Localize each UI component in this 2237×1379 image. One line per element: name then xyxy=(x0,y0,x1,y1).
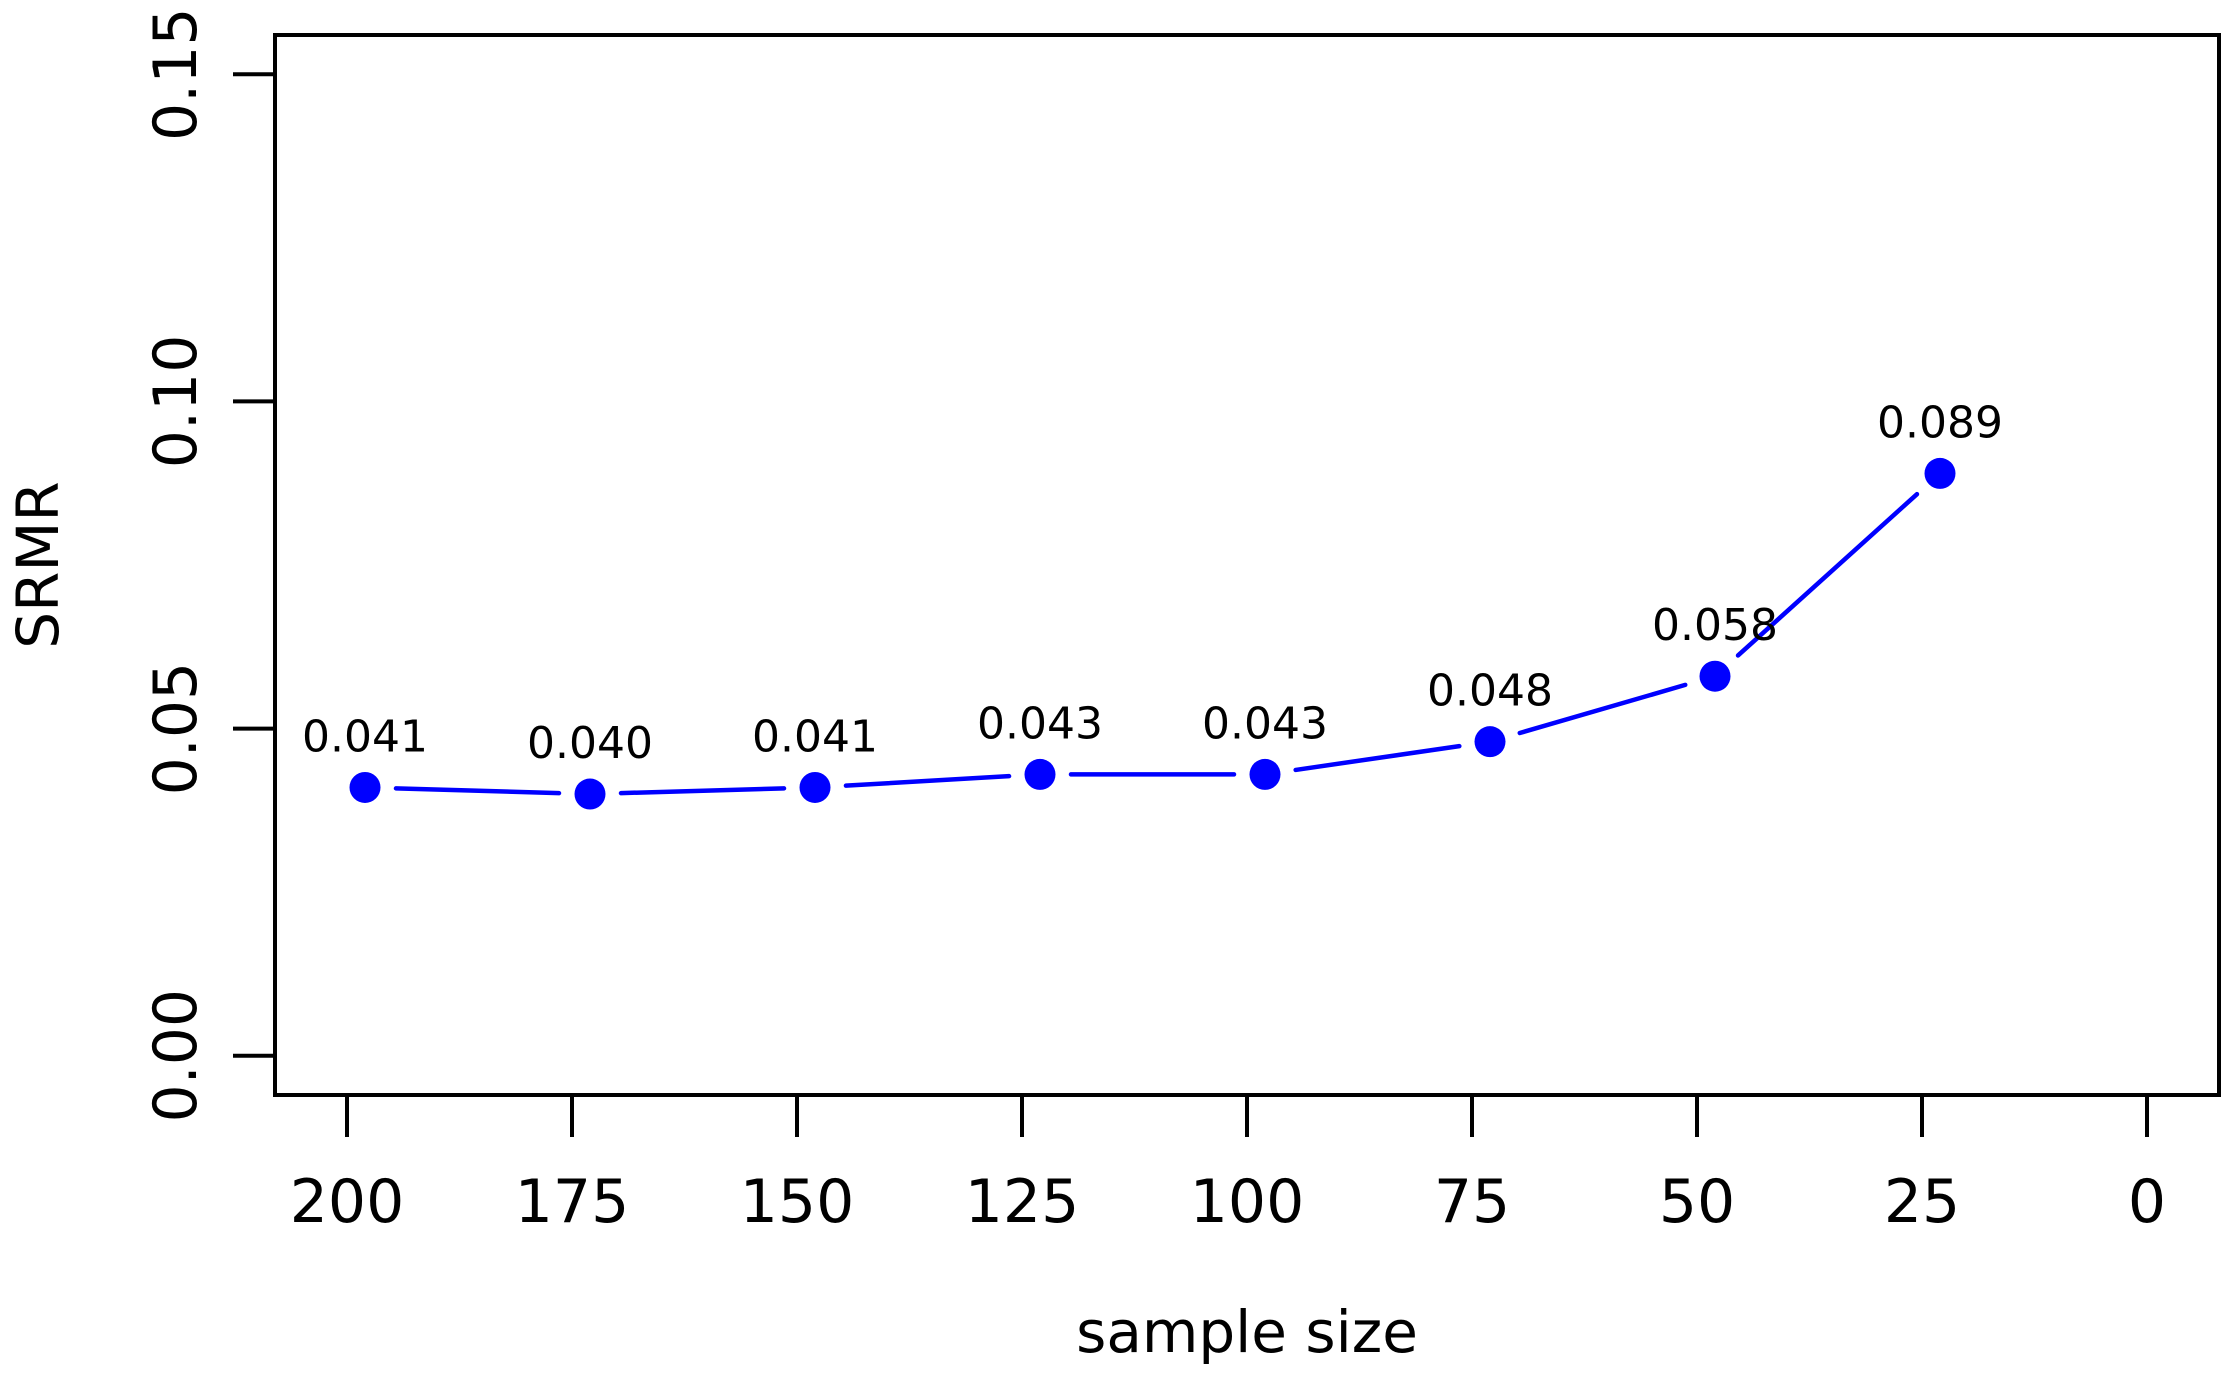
y-axis-tick-label: 0.00 xyxy=(141,989,211,1123)
series-line-segment xyxy=(843,773,1012,788)
y-axis-ticks: 0.00 0.05 0.10 0.15 xyxy=(141,7,275,1123)
x-axis-title: sample size xyxy=(1076,1298,1418,1366)
data-point xyxy=(1699,660,1731,692)
series-line-segment xyxy=(393,786,562,796)
x-axis-tick-label: 150 xyxy=(740,1167,855,1237)
series-line-segment xyxy=(1517,682,1688,736)
x-axis-tick-label: 175 xyxy=(515,1167,630,1237)
data-point xyxy=(574,778,606,810)
data-series xyxy=(349,457,1956,810)
x-axis-ticks: 200 175 150 125 100 75 50 25 0 xyxy=(290,1095,2166,1237)
data-point xyxy=(1474,726,1506,758)
data-point xyxy=(1024,758,1056,790)
data-point xyxy=(1924,457,1956,489)
data-point-label: 0.040 xyxy=(527,718,653,769)
x-axis-tick-label: 200 xyxy=(290,1167,405,1237)
data-point-label: 0.041 xyxy=(752,711,878,762)
x-axis-tick-label: 75 xyxy=(1434,1167,1510,1237)
data-point-label: 0.041 xyxy=(302,711,428,762)
y-axis-title: SRMR xyxy=(4,481,72,648)
y-axis-tick-label: 0.10 xyxy=(141,335,211,469)
x-axis-tick-label: 100 xyxy=(1190,1167,1305,1237)
series-line-segment xyxy=(1735,491,1920,658)
plot-box xyxy=(273,33,2221,1097)
series-line-segment xyxy=(618,786,787,796)
series-line-segment xyxy=(1293,743,1462,773)
data-point-label: 0.089 xyxy=(1877,397,2003,448)
data-point-labels: 0.041 0.040 0.041 0.043 0.043 0.048 0.058 0.089 xyxy=(302,397,2003,769)
x-axis-tick-label: 125 xyxy=(965,1167,1080,1237)
x-axis-tick-label: 0 xyxy=(2128,1167,2166,1237)
data-point xyxy=(799,771,831,803)
data-point-label: 0.058 xyxy=(1652,600,1778,651)
data-point-label: 0.043 xyxy=(1202,698,1328,749)
x-axis-tick-label: 25 xyxy=(1884,1167,1960,1237)
y-axis-tick-label: 0.15 xyxy=(141,7,211,141)
data-point xyxy=(349,771,381,803)
data-point xyxy=(1249,758,1281,790)
y-axis-tick-label: 0.05 xyxy=(141,662,211,796)
x-axis-tick-label: 50 xyxy=(1659,1167,1735,1237)
data-point-label: 0.043 xyxy=(977,698,1103,749)
data-point-label: 0.048 xyxy=(1427,666,1553,717)
